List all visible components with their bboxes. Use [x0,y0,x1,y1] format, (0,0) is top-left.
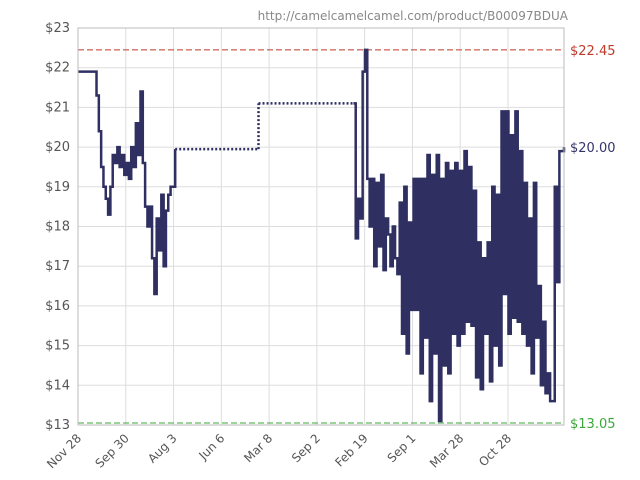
y-tick-label: $14 [45,378,70,393]
ref-label-highest: $22.45 [570,44,616,59]
y-tick-label: $19 [45,180,70,195]
y-tick-label: $20 [45,140,70,155]
y-tick-label: $18 [45,220,70,235]
reference-labels: $22.45 $20.00 $13.05 [570,44,616,432]
reference-lines [78,49,564,424]
y-tick-label: $15 [45,339,70,354]
price-line-segment-2 [353,48,566,423]
price-series [78,48,566,423]
y-tick-label: $13 [45,418,70,433]
y-tick-label: $17 [45,259,70,274]
y-tick-label: $23 [45,21,70,36]
y-axis-ticks: $13 $14 $15 $16 $17 $18 $19 $20 $21 $22 $23 [45,21,70,433]
y-tick-label: $21 [45,100,70,115]
price-line-segment-1 [78,70,177,296]
y-tick-label: $16 [45,299,70,314]
plot-frame [77,27,565,426]
ref-label-current: $20.00 [570,141,616,156]
ref-label-lowest: $13.05 [570,417,616,432]
y-tick-label: $22 [45,61,70,76]
source-url: http://camelcamelcamel.com/product/B0009… [258,9,569,23]
